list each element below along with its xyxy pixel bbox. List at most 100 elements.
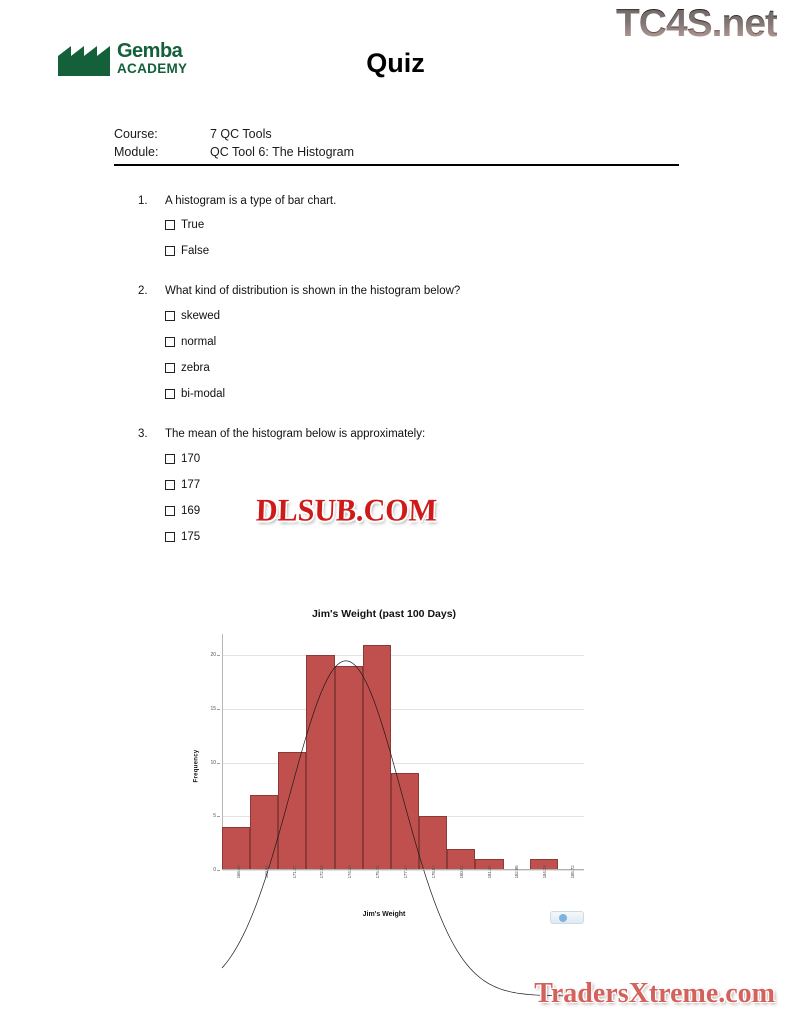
y-tick-label: 20	[196, 652, 220, 658]
chart-bar	[475, 859, 504, 870]
chart-plot-area	[222, 634, 584, 870]
normal-curve-overlay	[222, 634, 584, 996]
x-tick: 178.67	[417, 866, 445, 900]
option-169[interactable]: 169	[165, 505, 738, 517]
option-175[interactable]: 175	[165, 531, 738, 543]
y-tick-label: 5	[196, 813, 220, 819]
x-tick: 171.37	[278, 866, 306, 900]
chart-bar	[362, 644, 391, 870]
logo-primary-text: Gemba	[117, 40, 183, 62]
x-tick-label: 180.01	[458, 865, 464, 879]
x-tick: 172.83	[306, 866, 334, 900]
chart-bar	[419, 816, 448, 870]
x-tick-label: 185.72	[570, 865, 576, 879]
x-tick: 184.23	[528, 866, 556, 900]
chart-y-tick-labels: 0 5 10 15 20	[196, 634, 220, 873]
question-3-options: 170 177 169 175	[138, 453, 738, 543]
option-label: False	[181, 245, 210, 257]
chart-x-axis-line	[222, 869, 584, 870]
y-tick-label: 15	[196, 706, 220, 712]
chart-title: Jim's Weight (past 100 Days)	[311, 608, 457, 620]
logo-secondary-text: ACADEMY	[117, 61, 188, 76]
question-3: 3. The mean of the histogram below is ap…	[138, 426, 738, 543]
chart-bar	[334, 666, 363, 870]
question-3-number: 3.	[138, 428, 148, 440]
watermark-dlsub: DLSUB.COM	[255, 493, 438, 528]
x-tick: 177.17	[389, 866, 417, 900]
y-tick-label: 10	[196, 760, 220, 766]
chart-bar	[306, 655, 335, 870]
option-normal[interactable]: normal	[165, 336, 738, 348]
x-tick-label: 168.45	[235, 865, 241, 879]
image-badge-icon	[550, 911, 584, 924]
option-zebra[interactable]: zebra	[165, 362, 738, 374]
gridline	[222, 709, 584, 711]
x-tick: 175.75	[361, 866, 389, 900]
question-1-options: True False	[138, 219, 738, 257]
gridline	[222, 870, 584, 871]
checkbox-icon[interactable]	[165, 506, 175, 516]
question-3-heading: 3. The mean of the histogram below is ap…	[138, 426, 738, 442]
chart-bar	[222, 827, 251, 870]
x-tick-label: 181.45	[486, 865, 492, 879]
option-177[interactable]: 177	[165, 479, 738, 491]
question-2-number: 2.	[138, 285, 148, 297]
x-tick: 174.29	[333, 866, 361, 900]
course-meta-block: Course: 7 QC Tools Module: QC Tool 6: Th…	[114, 125, 679, 166]
x-tick-label: 174.29	[347, 865, 353, 879]
checkbox-icon[interactable]	[165, 454, 175, 464]
x-tick-label: 178.67	[430, 865, 436, 879]
chart-bar	[278, 752, 307, 870]
option-label: normal	[181, 336, 217, 348]
question-3-text: The mean of the histogram below is appro…	[165, 428, 426, 440]
question-2: 2. What kind of distribution is shown in…	[138, 283, 738, 400]
option-true[interactable]: True	[165, 219, 738, 231]
checkbox-icon[interactable]	[165, 363, 175, 373]
question-2-options: skewed normal zebra bi-modal	[138, 310, 738, 400]
gemba-academy-logo: Gemba ACADEMY	[58, 41, 187, 76]
x-tick-label: 184.23	[542, 865, 548, 879]
option-false[interactable]: False	[165, 245, 738, 257]
page-title: Quiz	[366, 48, 425, 78]
checkbox-icon[interactable]	[165, 389, 175, 399]
course-label: Course:	[114, 127, 158, 141]
question-1-heading: 1. A histogram is a type of bar chart.	[138, 193, 738, 209]
chart-bar	[390, 773, 420, 870]
checkbox-icon[interactable]	[165, 220, 175, 230]
checkbox-icon[interactable]	[165, 337, 175, 347]
option-skewed[interactable]: skewed	[165, 310, 738, 322]
x-tick: 180.01	[445, 866, 473, 900]
gridline	[222, 655, 584, 657]
checkbox-icon[interactable]	[165, 246, 175, 256]
course-value: 7 QC Tools	[210, 127, 272, 141]
chart-y-axis-line	[222, 634, 223, 870]
question-1-number: 1.	[138, 195, 148, 207]
x-tick: 182.95	[500, 866, 528, 900]
y-tick-label: 0	[196, 867, 220, 873]
chart-bar	[250, 794, 279, 870]
x-tick-label: 182.95	[514, 865, 520, 879]
x-tick: 185.72	[556, 866, 584, 900]
checkbox-icon[interactable]	[165, 311, 175, 321]
chart-bar	[447, 848, 476, 870]
checkbox-icon[interactable]	[165, 480, 175, 490]
option-label: skewed	[181, 310, 220, 322]
chart-x-tick-labels: 168.45 169.93 171.37 172.83 174.29 175.75 177.…	[222, 866, 584, 900]
header-divider	[114, 164, 679, 166]
x-tick-label: 175.75	[375, 865, 381, 879]
option-170[interactable]: 170	[165, 453, 738, 465]
badge-dot-icon	[559, 914, 567, 922]
module-value: QC Tool 6: The Histogram	[210, 145, 355, 159]
option-label: 177	[181, 479, 201, 491]
option-label: 169	[181, 505, 201, 517]
question-1: 1. A histogram is a type of bar chart. T…	[138, 193, 738, 257]
option-label: 170	[181, 453, 201, 465]
module-label: Module:	[114, 145, 159, 159]
option-bi-modal[interactable]: bi-modal	[165, 388, 738, 400]
chart-x-axis-label: Jim's Weight	[362, 911, 406, 918]
checkbox-icon[interactable]	[165, 532, 175, 542]
x-tick-label: 169.93	[263, 865, 269, 879]
watermark-tc4s: TC4S.net	[615, 2, 778, 45]
question-2-text: What kind of distribution is shown in th…	[165, 285, 461, 297]
